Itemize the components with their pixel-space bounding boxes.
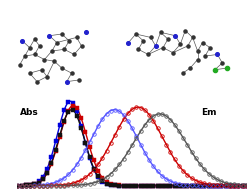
Point (33, 38, 37, 41)
Point (55, 41, 59, 44)
Point (38, 44, 41, 47)
Point (134, 33, 138, 36)
Point (70, 72, 74, 75)
Point (20, 39, 24, 42)
Point (75, 36, 79, 39)
Point (65, 80, 69, 83)
Point (84, 31, 88, 34)
Point (203, 55, 207, 58)
Point (45, 75, 49, 78)
Point (28, 46, 32, 49)
Point (40, 68, 44, 71)
Point (215, 53, 219, 56)
Point (171, 51, 175, 54)
Point (178, 43, 182, 46)
Point (136, 48, 140, 51)
Point (62, 48, 66, 51)
Text: Em: Em (201, 108, 217, 117)
Point (161, 46, 165, 49)
Point (149, 36, 153, 39)
Point (186, 44, 190, 47)
Point (220, 61, 224, 64)
Point (60, 67, 64, 70)
Point (154, 44, 158, 47)
Point (141, 39, 145, 42)
Point (35, 80, 39, 83)
Point (196, 58, 200, 61)
Point (208, 46, 212, 49)
Point (196, 50, 200, 53)
Point (183, 29, 187, 32)
Point (225, 67, 229, 70)
Point (60, 33, 64, 36)
Point (18, 63, 22, 66)
Point (213, 68, 217, 71)
Point (23, 55, 27, 58)
Point (173, 34, 177, 37)
Point (33, 53, 37, 56)
Point (42, 58, 46, 61)
Point (159, 31, 163, 34)
Point (188, 67, 192, 70)
Point (201, 41, 205, 44)
Text: Abs: Abs (20, 108, 38, 117)
Point (28, 72, 32, 75)
Point (77, 78, 81, 81)
Point (47, 34, 51, 37)
Point (80, 44, 83, 47)
Point (191, 36, 195, 39)
Point (126, 41, 130, 44)
Point (166, 38, 170, 41)
Point (181, 72, 185, 75)
Point (67, 39, 71, 42)
Point (50, 50, 54, 53)
Point (72, 53, 76, 56)
Point (146, 53, 150, 56)
Point (52, 60, 56, 63)
